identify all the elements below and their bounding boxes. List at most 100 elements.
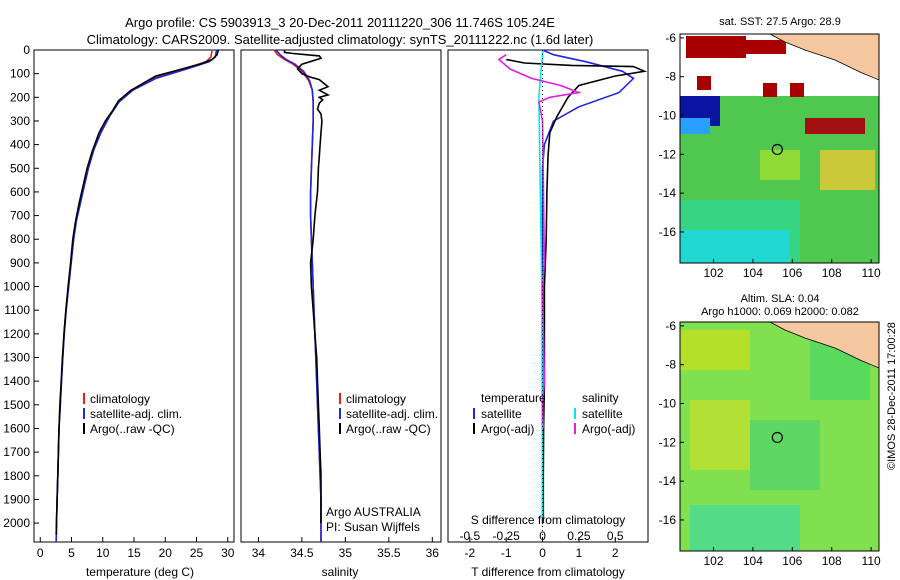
x-tick-label: 0 (37, 546, 44, 560)
difference-legend: temperature salinity satellite Argo(-adj… (473, 391, 635, 436)
sst-warm-band (805, 118, 865, 134)
annotation-argo-australia: Argo AUSTRALIA (326, 505, 421, 519)
x-tick-label: 34.5 (290, 546, 314, 560)
sst-cloud-flag-3 (697, 76, 711, 90)
difference-panel: -2 -1 0 1 2 T difference from climatology S … (447, 49, 649, 579)
s-tick-label: 0.25 (567, 529, 591, 543)
lat-tick-label: -6 (665, 31, 676, 45)
sla-land-java (769, 322, 879, 369)
y-tick-label: 500 (10, 161, 30, 175)
lon-tick-label: 106 (782, 266, 802, 280)
sla-map-title: Altim. SLA: 0.04 (741, 293, 820, 305)
lat-tick-label: -12 (659, 435, 677, 449)
y-tick-label: 1400 (3, 374, 30, 388)
sla-high-patch-2 (690, 400, 750, 470)
x-tick-label: 20 (159, 546, 173, 560)
sst-land-java (769, 34, 879, 81)
y-tick-label: 1000 (3, 280, 30, 294)
legend-label-t-argo: Argo(-adj) (481, 422, 534, 436)
temperature-xlabel: temperature (deg C) (86, 565, 194, 579)
sla-low-patch-3 (690, 505, 800, 551)
lat-tick-label: -10 (659, 109, 677, 123)
y-tick-label: 1200 (3, 327, 30, 341)
lon-tick-label: 108 (822, 266, 842, 280)
sst-mid-patch (760, 150, 800, 180)
salinity-panel: 34 34.5 35 35.5 36 salinity climatology sate… (240, 49, 442, 579)
s-tick-label: 0 (539, 529, 546, 543)
lat-tick-label: -6 (665, 319, 676, 333)
lon-tick-label: 110 (862, 554, 881, 568)
legend-header-salinity: salinity (582, 391, 619, 405)
series-line-argo-raw-qc (283, 50, 331, 524)
sst-map-frame (679, 33, 880, 264)
y-tick-label: 1500 (3, 398, 30, 412)
x-tick-label: -1 (501, 546, 512, 560)
sst-cloud-flag-1 (686, 36, 746, 58)
s-tick-label: -0.5 (459, 529, 480, 543)
x-tick-label: 36 (426, 546, 440, 560)
lat-tick-label: -12 (659, 147, 677, 161)
y-tick-label: 1600 (3, 421, 30, 435)
legend-label-argo: Argo(..raw -QC) (90, 422, 175, 436)
y-tick-label: 300 (10, 114, 30, 128)
y-tick-label: 900 (10, 256, 30, 270)
x-tick-label: 25 (190, 546, 204, 560)
x-tick-label: 2 (612, 546, 619, 560)
t-difference-xlabel: T difference from climatology (471, 565, 625, 579)
sla-map-panel: Altim. SLA: 0.04 Argo h1000: 0.069 h2000… (659, 293, 881, 568)
sla-low-patch-2 (750, 420, 820, 490)
x-tick-label: 30 (221, 546, 235, 560)
lat-tick-label: -14 (659, 186, 677, 200)
temperature-panel: 0100200300400500600700800900100011001200… (3, 43, 234, 579)
imos-timestamp: ©IMOS 28-Dec-2011 17:00:28 (886, 322, 898, 470)
legend-label-t-satellite: satellite (481, 407, 522, 421)
y-tick-label: 100 (10, 67, 30, 81)
x-tick-label: 15 (127, 546, 141, 560)
sla-map-subtitle: Argo h1000: 0.069 h2000: 0.082 (701, 306, 859, 318)
x-tick-label: 5 (68, 546, 75, 560)
s-difference-xlabel: S difference from climatology (471, 513, 626, 527)
sst-cloud-flag-4 (763, 83, 777, 97)
legend-label-satellite: satellite-adj. clim. (90, 407, 182, 421)
series-line-salinity-argo-adj (497, 54, 582, 429)
lat-tick-label: -14 (659, 474, 677, 488)
y-tick-label: 400 (10, 138, 30, 152)
legend-header-temperature: temperature (481, 391, 546, 405)
sla-high-patch-1 (680, 330, 750, 370)
y-tick-label: 200 (10, 90, 30, 104)
x-tick-label: 34 (252, 546, 266, 560)
sst-cyan-patch (680, 230, 790, 263)
series-line-salinity-satellite (538, 50, 544, 524)
y-tick-label: 600 (10, 185, 30, 199)
sla-map-frame (679, 321, 880, 552)
temperature-legend: climatology satellite-adj. clim. Argo(..… (83, 392, 182, 436)
argo-float-marker (771, 431, 783, 444)
legend-label-satellite: satellite-adj. clim. (346, 407, 438, 421)
lon-tick-label: 102 (703, 266, 723, 280)
y-tick-label: 0 (23, 43, 30, 57)
series-line-argo-raw-qc (55, 49, 220, 535)
x-tick-label: 10 (96, 546, 110, 560)
salinity-xlabel: salinity (322, 565, 359, 579)
series-line-temperature-argo-adj (506, 58, 648, 524)
s-tick-label: 0.5 (607, 529, 624, 543)
sst-cool-patch (680, 118, 710, 134)
legend-label-s-argo: Argo(-adj) (582, 422, 635, 436)
argo-float-marker (771, 143, 783, 156)
sst-map-panel: sat. SST: 27.5 Argo: 28.9 102 104 106 108 11… (659, 16, 881, 280)
y-tick-label: 1800 (3, 469, 30, 483)
lat-tick-label: -10 (659, 397, 677, 411)
sst-warm-patch (820, 150, 875, 190)
x-tick-label: 35.5 (377, 546, 401, 560)
title-line1: Argo profile: CS 5903913_3 20-Dec-2011 2… (125, 15, 555, 30)
y-tick-label: 800 (10, 232, 30, 246)
title-line2: Climatology: CARS2009. Satellite-adjuste… (87, 32, 594, 47)
lon-tick-label: 106 (782, 554, 802, 568)
y-tick-label: 1900 (3, 492, 30, 506)
sst-map-title: sat. SST: 27.5 Argo: 28.9 (719, 16, 841, 28)
lon-tick-label: 108 (822, 554, 842, 568)
y-tick-label: 1300 (3, 351, 30, 365)
x-tick-label: 0 (539, 546, 546, 560)
lat-tick-label: -8 (665, 358, 676, 372)
